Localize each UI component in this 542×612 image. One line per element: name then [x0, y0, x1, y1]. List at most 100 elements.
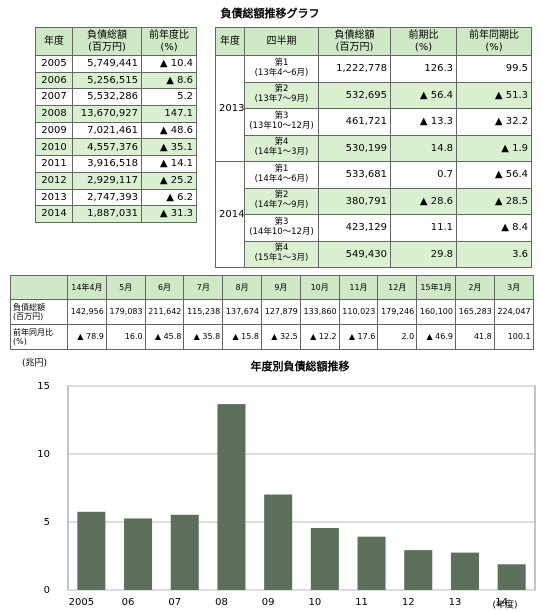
table-cell: 2,747,393 — [72, 188, 142, 207]
table-cell: 179,246 — [377, 299, 418, 325]
table-cell: 11.1 — [390, 214, 457, 242]
cell-line: 前年同期比 — [469, 30, 519, 41]
table-cell: ▲ 13.3 — [390, 108, 457, 136]
table-cell: 14年4月 — [67, 275, 107, 300]
table-cell: 29.8 — [390, 240, 457, 268]
bar — [264, 494, 293, 590]
cell-line: 負債総額 — [87, 30, 127, 41]
x-tick-label: 08 — [215, 597, 228, 608]
table-cell: 126.3 — [390, 55, 457, 83]
table-cell: 1,887,031 — [72, 205, 142, 223]
table-cell: 第2 (14年7～9月) — [244, 187, 319, 215]
table-cell: 2014 — [35, 205, 73, 223]
table-cell: 224,047 — [493, 299, 534, 325]
table-row: 第4 (14年1～3月) 530,199 14.8 ▲ 1.9 — [216, 134, 532, 162]
bar — [77, 511, 106, 590]
table-cell: 133,860 — [299, 299, 340, 325]
table-cell: 423,129 — [318, 214, 391, 242]
table-cell: 11月 — [338, 275, 379, 300]
table-row: 2009 7,021,461 ▲ 48.6 — [35, 121, 197, 140]
table-cell: 前年度比 (%) — [141, 27, 197, 56]
cell-line: 第2 — [274, 84, 289, 95]
table-row: 第2 (14年7～9月) 380,791 ▲ 28.6 ▲ 28.5 — [216, 187, 532, 215]
table-cell: 5,532,286 — [72, 88, 142, 107]
table-cell: 5月 — [105, 275, 146, 300]
cell-line: 第4 — [274, 137, 289, 148]
y-tick-label: 10 — [37, 449, 50, 460]
table-cell: 2011 — [35, 155, 73, 173]
cell-line: (14年7～9月) — [254, 200, 309, 211]
table-cell: 179,083 — [105, 299, 146, 325]
chart-title: 年度別負債総額推移 — [251, 359, 350, 373]
table-cell: 137,674 — [222, 299, 262, 325]
table-row: 負債総額 (百万円) 142,956 179,083 211,642 115,238 137… — [10, 299, 534, 325]
cell-line: (14年10～12月) — [249, 226, 314, 237]
bar — [450, 552, 479, 590]
page-title: 負債総額推移グラフ — [220, 7, 320, 20]
table-cell: 2013 — [35, 188, 73, 207]
cell-line: 第1 — [274, 163, 289, 174]
x-unit: (年度) — [492, 599, 517, 611]
table-cell: 2010 — [35, 138, 73, 157]
table-cell: 533,681 — [318, 161, 391, 189]
table-cell: ▲ 25.2 — [141, 171, 197, 190]
table-cell: 9月 — [260, 275, 301, 300]
annual-table: 年度 負債総額 (百万円) 前年度比 (%) 2005 5,749,441 ▲ 10.4 200… — [35, 27, 197, 223]
table-cell: ▲ 31.3 — [141, 205, 197, 223]
table-cell: 5.2 — [141, 88, 197, 107]
table-cell: ▲ 56.4 — [390, 81, 457, 109]
cell-line: 前期比 — [408, 30, 439, 41]
table-cell: 6月 — [144, 275, 185, 300]
y-tick-label: 5 — [44, 517, 50, 528]
cell-line: (13年7～9月) — [254, 94, 309, 105]
table-cell: 7,021,461 — [72, 121, 142, 140]
table-cell: 第3 (14年10～12月) — [244, 214, 319, 242]
cell-line: 第3 — [274, 216, 289, 227]
table-row: 2007 5,532,286 5.2 — [35, 88, 197, 107]
table-cell: 461,721 — [318, 108, 391, 136]
table-cell: ▲ 8.6 — [141, 71, 197, 90]
bar — [170, 514, 199, 590]
x-tick-label: 09 — [262, 597, 275, 608]
table-row: 2014 1,887,031 ▲ 31.3 — [35, 205, 197, 223]
cell-line: 第4 — [274, 243, 289, 254]
month-table: 14年4月 5月 6月 7月 8月 9月 10月 11月 12月 15年1月 2月 3月 負債総額 (百万… — [10, 275, 534, 350]
table-cell: 四半期 — [244, 27, 319, 56]
chart: 年度別負債総額推移 (兆円) (年度) 0 5 10 15 2005 06 07 08 09 10… — [22, 358, 536, 611]
cell-line: 前年度比 — [149, 30, 189, 41]
cell-line: (%) — [160, 41, 178, 53]
table-cell: ▲ 12.2 — [299, 324, 340, 350]
table-cell: 負債総額 (百万円) — [318, 27, 391, 56]
cell-line: 第2 — [274, 190, 289, 201]
table-cell: 41.8 — [454, 324, 495, 350]
header-row: 14年4月 5月 6月 7月 8月 9月 10月 11月 12月 15年1月 2月 3月 — [10, 275, 534, 300]
table-row: 第4 (15年1～3月) 549,430 29.8 3.6 — [216, 240, 532, 268]
table-cell: 2012 — [35, 171, 73, 190]
table-cell: 前年同月比 (%) — [10, 324, 68, 350]
table-cell: 7月 — [183, 275, 224, 300]
table-cell: 1,222,778 — [318, 55, 391, 83]
table-cell: 165,283 — [454, 299, 495, 325]
table-row: 2006 5,256,515 ▲ 8.6 — [35, 71, 197, 90]
table-cell: 2008 — [35, 105, 73, 123]
table-cell: 2013 — [215, 55, 245, 162]
table-cell: ▲ 32.5 — [260, 324, 301, 350]
header-row: 年度 四半期 負債総額 (百万円) 前期比 (%) 前年同期比 (%) — [215, 27, 532, 56]
cell-line: (15年1～3月) — [254, 253, 309, 264]
table-cell: 10月 — [299, 275, 340, 300]
table-cell: 160,100 — [416, 299, 456, 325]
table-cell: 127,879 — [260, 299, 301, 325]
cell-line: (13年4～6月) — [254, 67, 309, 78]
table-cell: ▲ 28.5 — [456, 187, 532, 215]
table-cell: ▲ 51.3 — [456, 81, 532, 109]
cell-line: (%) — [485, 41, 503, 53]
table-row: 第3 (14年10～12月) 423,129 11.1 ▲ 8.4 — [216, 214, 532, 242]
cell-line: 第3 — [274, 110, 289, 121]
table-cell: 142,956 — [67, 299, 107, 325]
table-row: 2013 2,747,393 ▲ 6.2 — [35, 188, 197, 207]
x-tick-label: 11 — [355, 597, 368, 608]
table-row: 第2 (13年7～9月) 532,695 ▲ 56.4 ▲ 51.3 — [216, 81, 532, 109]
cell-line: (百万円) — [335, 41, 374, 53]
cell-line: (14年1～3月) — [254, 147, 309, 158]
table-cell: 前期比 (%) — [390, 27, 457, 56]
